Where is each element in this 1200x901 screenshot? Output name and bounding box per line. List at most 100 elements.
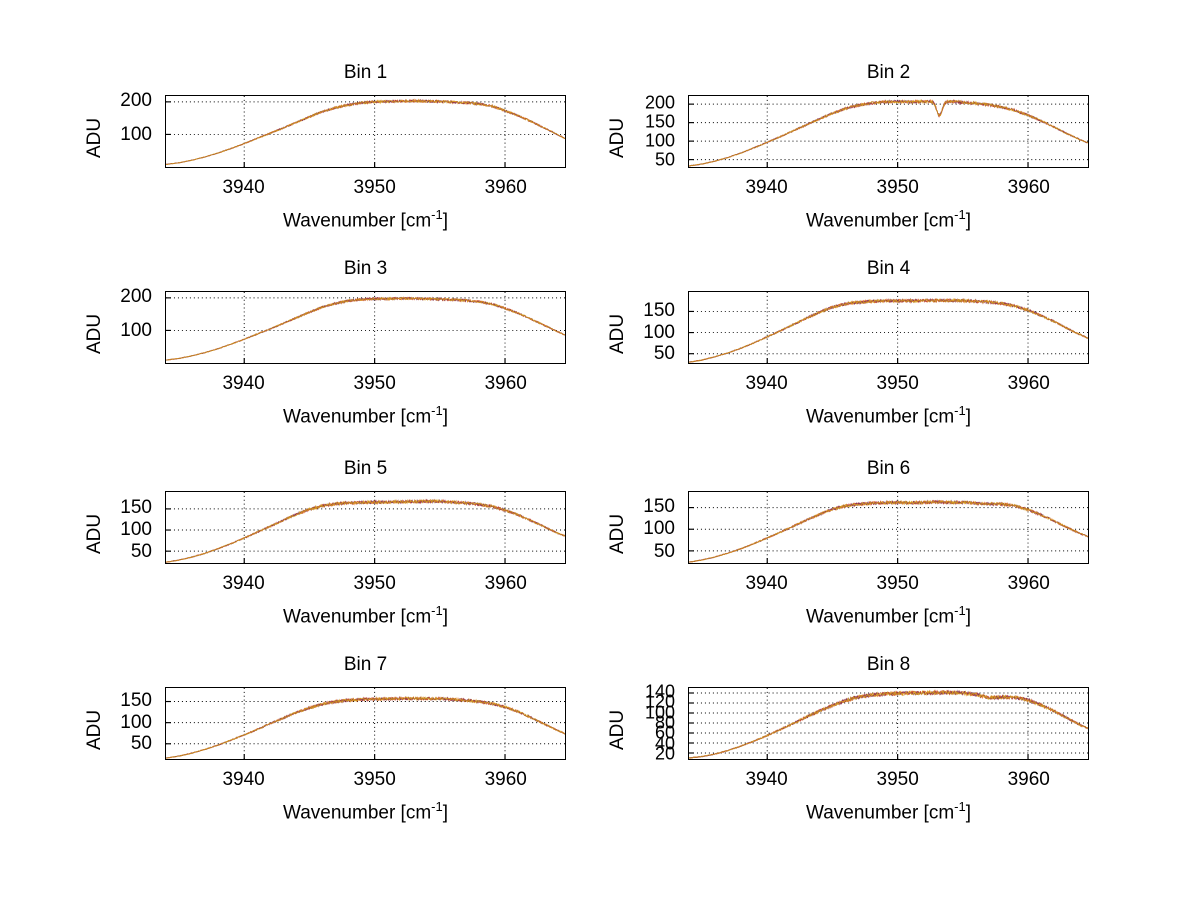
y-axis-label: ADU [607, 117, 628, 158]
y-tick-label: 150 [120, 689, 152, 711]
x-tick-label: 3940 [745, 373, 788, 394]
subplot-title: Bin 2 [866, 62, 911, 83]
x-axis-label: Wavenumber [cm-1] [806, 403, 971, 428]
x-tick-label: 3940 [222, 769, 265, 790]
x-tick-label: 3950 [876, 373, 919, 394]
x-axis-label-exponent: -1 [431, 403, 443, 418]
x-tick-label: 3960 [1007, 769, 1050, 790]
x-tick-label: 3960 [1007, 373, 1050, 394]
subplot-title: Bin 5 [343, 458, 388, 479]
x-axis-label-bracket: ] [965, 406, 972, 428]
y-tick-label: 150 [644, 111, 675, 132]
x-axis-label: Wavenumber [cm-1] [283, 603, 448, 628]
subplot-title: Bin 4 [866, 258, 911, 279]
x-tick-label: 3950 [876, 769, 919, 790]
y-tick-label: 200 [644, 92, 675, 113]
plot-area [688, 687, 1089, 760]
x-axis-label-text: Wavenumber [cm [805, 406, 955, 428]
y-tick-label: 50 [653, 343, 675, 365]
y-axis-label: ADU [607, 313, 628, 354]
x-tick-label: 3940 [222, 573, 265, 594]
spectrum-trace [689, 99, 1088, 167]
subplot-bin-4: Bin 4 50 100 150 3940 3950 3960 ADU Wavenumber [… [593, 258, 1089, 451]
x-axis-label-bracket: ] [442, 406, 449, 428]
y-tick-label: 100 [644, 130, 675, 151]
y-tick-label: 100 [643, 321, 675, 343]
y-tick-label: 100 [644, 702, 675, 723]
subplot-bin-2: Bin 2 50 100 150 200 3940 3950 3960 ADU Wavenumbe… [593, 62, 1089, 255]
x-tick-label: 3950 [353, 573, 396, 594]
x-axis-label-exponent: -1 [431, 207, 443, 222]
y-tick-label: 20 [654, 743, 675, 764]
plot-area [165, 687, 566, 760]
y-tick-label: 150 [643, 496, 675, 518]
x-axis-label-exponent: -1 [954, 403, 966, 418]
y-axis-label: ADU [607, 709, 628, 750]
spectrum-trace [166, 98, 565, 165]
y-tick-label: 200 [120, 90, 152, 112]
spectrum-trace [689, 689, 1088, 759]
x-axis-label-text: Wavenumber [cm [805, 802, 955, 824]
plot-canvas [689, 292, 1088, 363]
x-axis-label-text: Wavenumber [cm [282, 210, 432, 232]
subplot-title: Bin 7 [343, 654, 388, 675]
x-tick-label: 3940 [745, 769, 788, 790]
y-axis-label: ADU [84, 513, 105, 554]
plot-canvas [166, 292, 565, 363]
x-axis-label: Wavenumber [cm-1] [283, 207, 448, 232]
x-tick-label: 3940 [745, 573, 788, 594]
y-tick-label: 50 [130, 540, 152, 562]
x-tick-label: 3960 [1007, 177, 1050, 198]
x-axis-label: Wavenumber [cm-1] [283, 799, 448, 824]
y-tick-label: 100 [120, 319, 152, 341]
spectrum-trace [689, 98, 1088, 167]
y-tick-label: 60 [654, 722, 675, 743]
subplot-title: Bin 3 [343, 258, 388, 279]
plot-area [688, 491, 1089, 564]
x-axis-label: Wavenumber [cm-1] [806, 207, 971, 232]
x-axis-label-text: Wavenumber [cm [282, 606, 432, 628]
subplot-bin-5: Bin 5 50 100 150 3940 3950 3960 ADU Wavenumber [… [70, 458, 566, 651]
x-tick-label: 3960 [1007, 573, 1050, 594]
x-tick-label: 3960 [484, 373, 527, 394]
x-axis-label-bracket: ] [965, 210, 972, 232]
subplot-bin-1: Bin 1 100 200 3940 3950 3960 ADU Wavenumber [cm… [70, 62, 566, 255]
spectrum-trace [689, 297, 1088, 363]
x-tick-label: 3960 [484, 177, 527, 198]
plot-canvas [166, 688, 565, 759]
plot-area [688, 95, 1089, 168]
x-axis-label-text: Wavenumber [cm [282, 406, 432, 428]
spectrum-trace [166, 498, 565, 563]
x-tick-label: 3950 [876, 573, 919, 594]
y-tick-label: 40 [654, 733, 675, 754]
subplot-bin-6: Bin 6 50 100 150 3940 3950 3960 ADU Wavenumber [… [593, 458, 1089, 651]
x-tick-label: 3950 [353, 373, 396, 394]
y-tick-label: 120 [644, 691, 675, 712]
x-axis-label-text: Wavenumber [cm [282, 802, 432, 824]
plot-area [165, 95, 566, 168]
y-tick-label: 140 [644, 681, 675, 702]
plot-area [688, 291, 1089, 364]
x-axis-label-bracket: ] [442, 606, 449, 628]
x-tick-label: 3940 [222, 373, 265, 394]
plot-canvas [166, 492, 565, 563]
spectrum-trace [166, 695, 565, 759]
plot-canvas [689, 688, 1088, 759]
x-tick-label: 3950 [353, 177, 396, 198]
x-tick-label: 3940 [222, 177, 265, 198]
x-axis-label-text: Wavenumber [cm [805, 210, 955, 232]
x-axis-label: Wavenumber [cm-1] [806, 603, 971, 628]
y-tick-label: 200 [120, 286, 152, 308]
x-axis-label-exponent: -1 [954, 603, 966, 618]
x-axis-label-text: Wavenumber [cm [805, 606, 955, 628]
x-tick-label: 3940 [745, 177, 788, 198]
x-axis-label-bracket: ] [965, 802, 972, 824]
spectrum-trace [689, 99, 1088, 167]
y-tick-label: 100 [643, 518, 675, 540]
y-tick-label: 50 [654, 149, 675, 170]
x-tick-label: 3950 [353, 769, 396, 790]
spectrum-trace [689, 499, 1088, 563]
x-axis-label-exponent: -1 [954, 207, 966, 222]
spectrum-trace [689, 689, 1088, 759]
